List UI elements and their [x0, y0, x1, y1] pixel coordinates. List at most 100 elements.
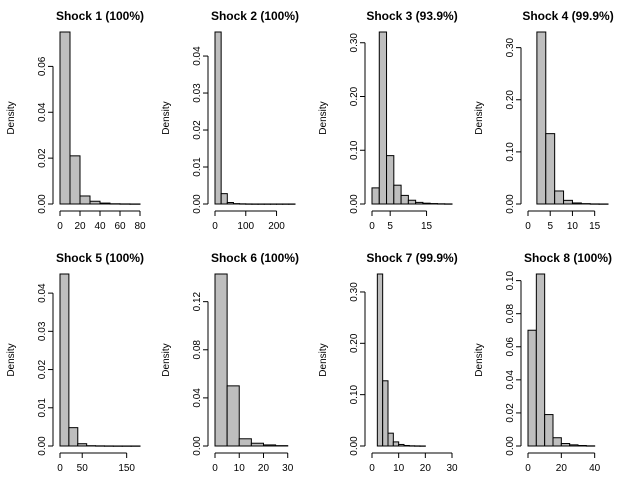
- x-tick-label: 60: [114, 221, 126, 232]
- x-tick-label: 0: [525, 221, 531, 232]
- y-tick-label: 0.00: [192, 436, 203, 456]
- y-tick-label: 0.30: [349, 282, 360, 302]
- x-tick-label: 200: [268, 221, 285, 232]
- y-axis-label: Density: [474, 343, 485, 376]
- y-tick-label: 0.04: [37, 283, 48, 303]
- y-tick-label: 0.04: [37, 102, 48, 122]
- y-tick-label: 0.20: [349, 333, 360, 353]
- y-tick-label: 0.30: [505, 37, 516, 57]
- x-tick-label: 20: [74, 221, 86, 232]
- y-tick-label: 0.04: [192, 388, 203, 408]
- y-tick-label: 0.00: [37, 194, 48, 214]
- x-tick-label: 20: [556, 463, 568, 474]
- y-tick-label: 0.10: [505, 142, 516, 162]
- histogram-bar: [239, 439, 251, 446]
- histogram-bar: [393, 442, 398, 446]
- y-tick-label: 0.10: [349, 384, 360, 404]
- histogram-bar: [537, 32, 546, 204]
- histogram-bar: [553, 438, 561, 446]
- y-tick-label: 0.03: [37, 321, 48, 341]
- y-tick-label: 0.00: [505, 436, 516, 456]
- histogram-bar: [69, 428, 78, 446]
- histogram-bar: [572, 203, 581, 204]
- histogram-bar: [100, 203, 110, 204]
- histogram-bar: [546, 134, 555, 204]
- x-tick-label: 40: [94, 221, 106, 232]
- panel-title: Shock 7 (99.9%): [366, 251, 457, 265]
- x-tick-label: 0: [369, 221, 375, 232]
- y-tick-label: 0.02: [192, 120, 203, 140]
- histogram-bar: [401, 195, 408, 204]
- panel-title: Shock 1 (100%): [56, 9, 144, 23]
- x-tick-label: 30: [282, 463, 294, 474]
- histogram-bar: [404, 445, 409, 446]
- histogram-bar: [564, 200, 573, 204]
- histogram-bar: [545, 415, 553, 446]
- y-tick-label: 0.00: [192, 194, 203, 214]
- histogram-bar: [528, 330, 536, 446]
- histogram-bar: [70, 156, 80, 204]
- histogram-bar: [221, 194, 227, 204]
- y-tick-label: 0.02: [505, 403, 516, 423]
- panel-title: Shock 5 (100%): [56, 251, 144, 265]
- y-tick-label: 0.20: [349, 86, 360, 106]
- histogram-bar: [263, 445, 275, 446]
- histogram-panel-5: Shock 5 (100%)Density0.000.010.020.030.0…: [6, 251, 144, 474]
- y-tick-label: 0.00: [349, 436, 360, 456]
- x-tick-label: 150: [118, 463, 135, 474]
- histogram-bar: [215, 274, 227, 446]
- histogram-panel-8: Shock 8 (100%)Density0.000.020.040.060.0…: [474, 251, 612, 474]
- histogram-bar: [227, 203, 233, 204]
- panel-title: Shock 6 (100%): [211, 251, 299, 265]
- histogram-bar: [399, 444, 404, 446]
- histogram-bar: [251, 443, 263, 446]
- x-tick-label: 0: [57, 221, 63, 232]
- histogram-bar: [90, 201, 100, 204]
- y-axis-label: Density: [6, 343, 17, 376]
- histogram-panel-6: Shock 6 (100%) Density 0.00 0.04 0.08 0.12 0 10…: [161, 251, 299, 474]
- x-tick-label: 0: [212, 463, 218, 474]
- histogram-bar: [423, 203, 430, 204]
- x-tick-label: 30: [446, 463, 458, 474]
- panel-title: Shock 2 (100%): [211, 9, 299, 23]
- y-tick-label: 0.00: [37, 436, 48, 456]
- histogram-bar: [227, 386, 239, 446]
- y-tick-label: 0.08: [505, 304, 516, 324]
- y-tick-label: 0.00: [505, 194, 516, 214]
- x-tick-label: 5: [387, 221, 393, 232]
- histogram-bar: [215, 32, 221, 204]
- y-tick-label: 0.10: [349, 140, 360, 160]
- histogram-bar: [394, 185, 401, 204]
- y-tick-label: 0.06: [37, 56, 48, 76]
- x-tick-label: 40: [589, 463, 601, 474]
- y-axis-label: Density: [161, 101, 172, 134]
- y-tick-label: 0.12: [192, 291, 203, 311]
- histogram-bar: [536, 274, 544, 446]
- y-axis-label: Density: [318, 343, 329, 376]
- y-tick-label: 0.01: [192, 157, 203, 177]
- histogram-bar: [555, 191, 564, 204]
- y-tick-label: 0.04: [192, 46, 203, 66]
- x-tick-label: 20: [420, 463, 432, 474]
- histogram-bar: [383, 381, 388, 446]
- x-tick-label: 10: [234, 463, 246, 474]
- x-tick-label: 0: [57, 463, 63, 474]
- y-axis-label: Density: [161, 343, 172, 376]
- histogram-bar: [78, 444, 87, 446]
- panel-title: Shock 3 (93.9%): [366, 9, 457, 23]
- x-tick-label: 15: [589, 221, 601, 232]
- x-tick-label: 80: [134, 221, 146, 232]
- y-tick-label: 0.04: [505, 370, 516, 390]
- histogram-bar: [80, 196, 90, 204]
- y-tick-label: 0.03: [192, 83, 203, 103]
- histogram-bar: [372, 188, 379, 204]
- y-tick-label: 0.01: [37, 398, 48, 418]
- y-tick-label: 0.08: [192, 340, 203, 360]
- y-tick-label: 0.02: [37, 148, 48, 168]
- x-tick-label: 10: [393, 463, 405, 474]
- histogram-bar: [387, 156, 394, 204]
